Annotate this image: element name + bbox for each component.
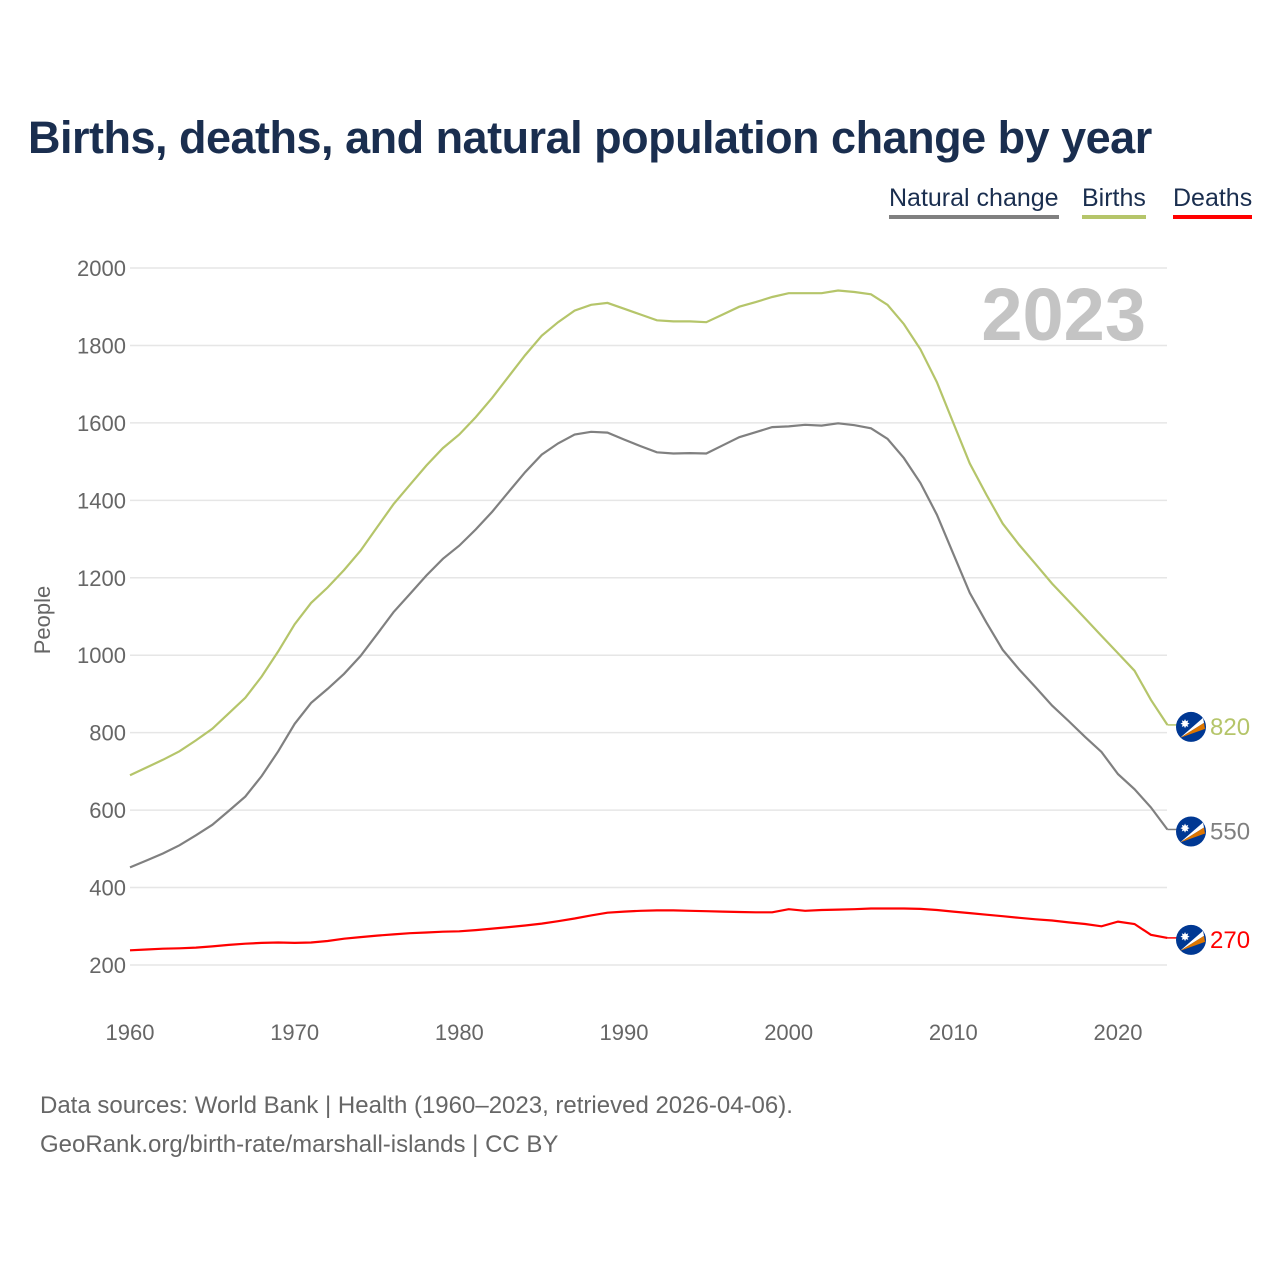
svg-text:✸: ✸ [1180,821,1190,835]
end-value-label-natural-change: 550 [1210,818,1250,845]
series-line-natural-change [129,422,1169,869]
series-line-births [129,289,1169,777]
x-tick-label: 2000 [764,1020,813,1045]
footer: Data sources: World Bank | Health (1960–… [40,1086,793,1164]
marshall-islands-flag-icon: ✸ [1176,816,1206,847]
svg-text:✸: ✸ [1180,930,1190,944]
legend-deaths[interactable]: Deaths [1173,184,1253,219]
y-axis-label: People [30,586,55,655]
y-tick-label: 600 [89,798,126,823]
legend-natural-change[interactable]: Natural change [889,184,1059,219]
end-value-label-deaths: 270 [1210,927,1250,954]
x-tick-label: 1990 [600,1020,649,1045]
legend-births[interactable]: Births [1082,184,1146,219]
y-tick-label: 800 [89,721,126,746]
marshall-islands-flag-icon: ✸ [1176,924,1206,955]
marshall-islands-flag-icon: ✸ [1176,711,1206,742]
y-tick-label: 200 [89,953,126,978]
y-tick-label: 400 [89,876,126,901]
x-tick-label: 1980 [435,1020,484,1045]
x-tick-label: 2010 [929,1020,978,1045]
y-tick-label: 1800 [77,333,126,358]
series-line-deaths [129,907,1168,952]
x-tick-label: 2020 [1094,1020,1143,1045]
footer-sources: Data sources: World Bank | Health (1960–… [40,1092,793,1119]
y-tick-label: 1400 [77,488,126,513]
x-tick-label: 1970 [270,1020,319,1045]
svg-text:✸: ✸ [1180,717,1190,731]
year-watermark: 2023 [981,273,1146,356]
y-tick-label: 1000 [77,643,126,668]
footer-link[interactable]: GeoRank.org/birth-rate/marshall-islands … [40,1131,559,1158]
chart-title: Births, deaths, and natural population c… [28,112,1152,163]
y-tick-label: 2000 [77,256,126,281]
end-value-label-births: 820 [1210,714,1250,741]
y-tick-label: 1600 [77,411,126,436]
x-tick-label: 1960 [106,1020,155,1045]
y-tick-label: 1200 [77,566,126,591]
